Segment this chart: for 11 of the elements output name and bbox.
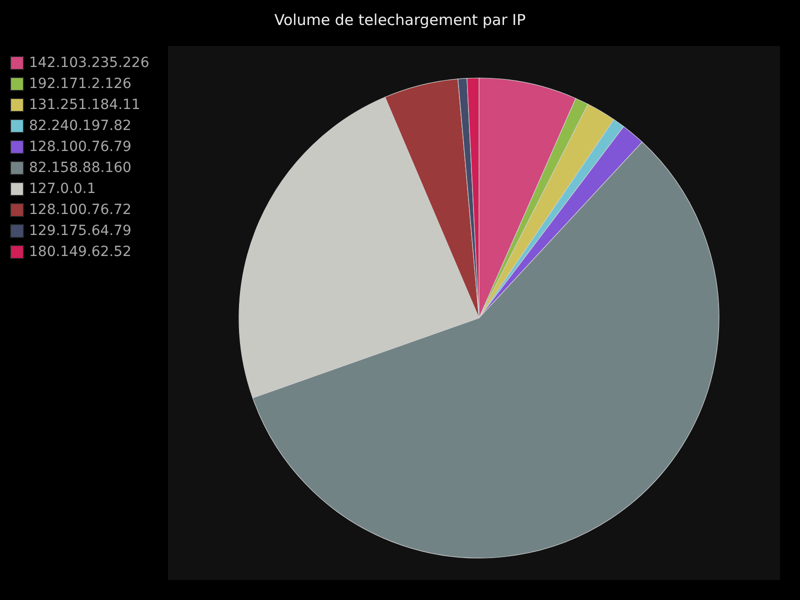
legend-label: 128.100.76.72	[29, 202, 132, 218]
legend-label: 131.251.184.11	[29, 97, 140, 113]
legend-label: 82.158.88.160	[29, 160, 132, 176]
legend-label: 192.171.2.126	[29, 76, 132, 92]
legend-label: 127.0.0.1	[29, 181, 96, 197]
chart-title: Volume de telechargement par IP	[273, 11, 527, 29]
legend-label: 129.175.64.79	[29, 223, 132, 239]
legend-label: 82.240.197.82	[29, 118, 132, 134]
legend-label: 128.100.76.79	[29, 139, 132, 155]
legend-label: 142.103.235.226	[29, 55, 150, 71]
legend-label: 180.149.62.52	[29, 244, 132, 260]
